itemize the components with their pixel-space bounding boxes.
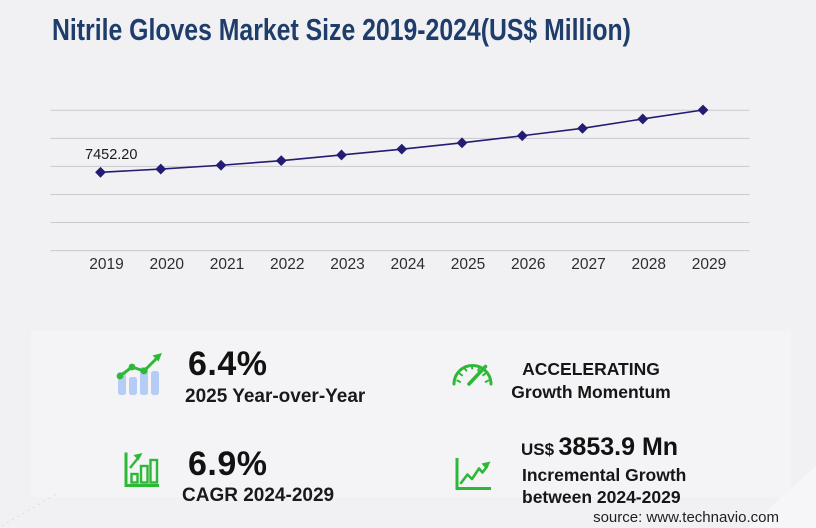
x-axis-label: 2027: [571, 256, 605, 273]
x-axis-label: 2026: [511, 256, 545, 273]
x-axis-label: 2021: [210, 256, 244, 273]
cagr-value: 6.9%: [188, 445, 268, 483]
momentum-text: ACCELERATING Growth Momentum: [506, 358, 676, 404]
data-point: [456, 137, 468, 149]
x-axis-label: 2028: [632, 256, 666, 273]
data-point: [275, 155, 287, 167]
line-chart-growth-icon: [455, 458, 491, 490]
incremental-value: US$ 3853.9 Mn: [521, 433, 678, 462]
data-point: [697, 104, 709, 116]
trend-up-bars-icon: [116, 353, 162, 395]
speedometer-icon: [452, 364, 493, 386]
cagr-label: CAGR 2024-2029: [182, 485, 335, 506]
data-point: [336, 149, 347, 161]
x-axis-label: 2029: [692, 256, 726, 273]
incremental-amount: 3853.9 Mn: [558, 433, 679, 461]
market-size-line-chart: 2019 2020 2021 2022 2023 2024 2025 2026 2027 2028…: [50, 104, 750, 273]
data-point: [95, 166, 106, 178]
x-axis-label: 2020: [150, 256, 185, 273]
x-axis-label: 2024: [391, 256, 426, 273]
momentum-line1: ACCELERATING: [522, 359, 660, 379]
series-line: [100, 109, 704, 174]
corner-decorations: [1, 466, 816, 528]
data-point: [637, 113, 649, 125]
data-point: [215, 159, 227, 171]
page-title: Nitrile Gloves Market Size 2019-2024(US$…: [52, 12, 631, 47]
x-axis-label: 2022: [270, 256, 304, 273]
point-value-label: 7452.20: [85, 147, 137, 163]
yoy-label: 2025 Year-over-Year: [185, 386, 366, 407]
momentum-line2: Growth Momentum: [511, 382, 671, 402]
data-point: [516, 130, 528, 142]
x-axis-label: 2023: [330, 256, 364, 273]
incremental-currency: US$: [521, 440, 555, 459]
source-credit: source: www.technavio.com: [593, 509, 779, 526]
data-point: [396, 143, 408, 155]
data-point: [155, 163, 167, 175]
incremental-line1: Incremental Growth: [522, 465, 687, 485]
bar-chart-growth-icon: [124, 452, 159, 487]
x-axis-label: 2019: [89, 256, 123, 273]
yoy-value: 6.4%: [188, 345, 268, 383]
x-axis-label: 2025: [451, 256, 485, 273]
incremental-line2: between 2024-2029: [522, 487, 681, 507]
data-point: [577, 122, 588, 134]
